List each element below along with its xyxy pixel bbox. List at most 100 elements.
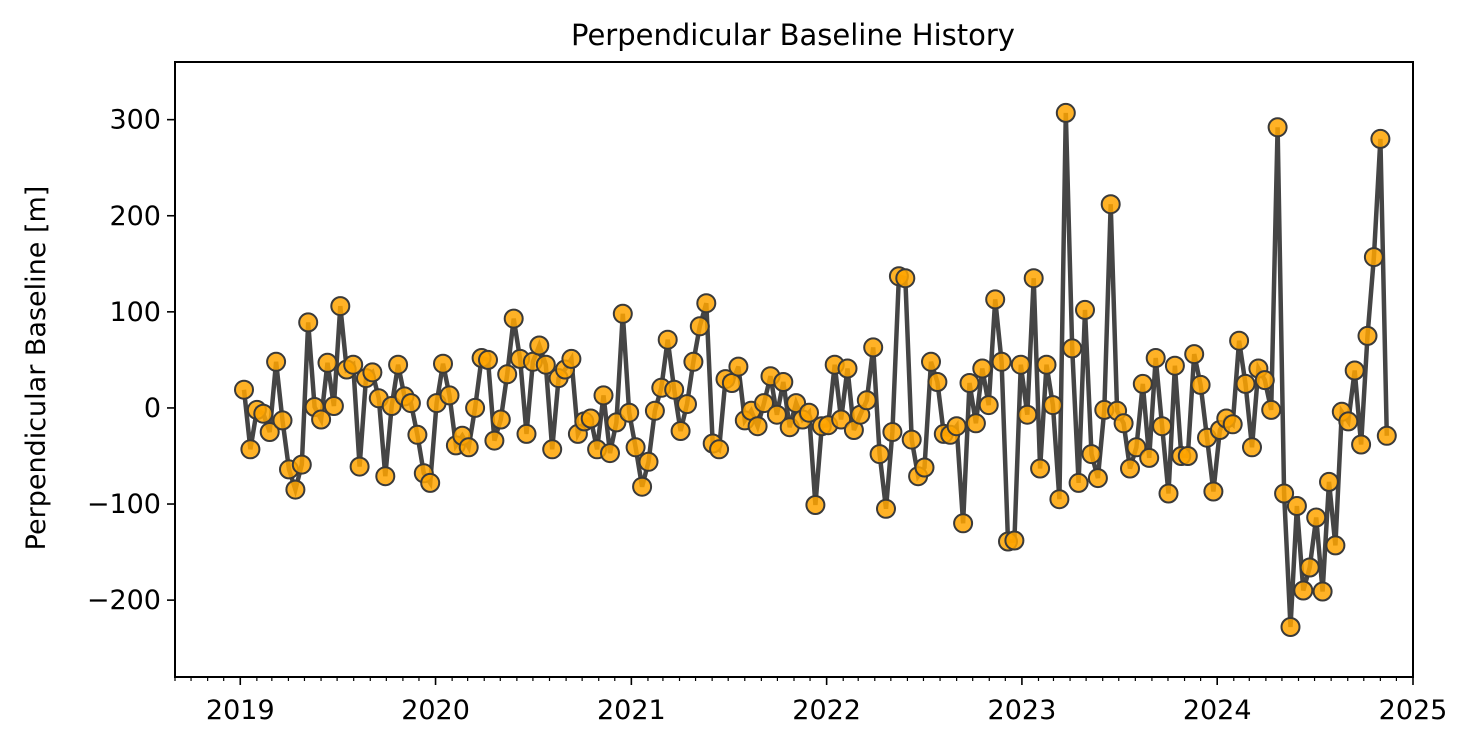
data-point (972, 358, 993, 379)
data-point (1075, 299, 1095, 320)
data-point (1306, 507, 1327, 528)
data-point (946, 416, 967, 437)
data-point (400, 393, 421, 414)
data-point (876, 498, 896, 519)
data-point (1100, 194, 1121, 215)
data-point (644, 400, 665, 421)
data-point (747, 416, 768, 437)
data-point (1357, 325, 1378, 346)
data-point (317, 352, 338, 373)
data-point (664, 379, 685, 400)
data-point (721, 373, 742, 393)
data-point (433, 353, 453, 374)
data-point (1023, 268, 1044, 289)
data-point (1036, 354, 1057, 375)
data-point (856, 390, 877, 411)
data-point (773, 372, 794, 392)
data-point (1081, 444, 1102, 465)
data-point (1184, 344, 1205, 365)
data-point (330, 296, 351, 317)
data-point (1113, 413, 1134, 434)
data-point (561, 348, 582, 369)
data-point (965, 413, 986, 434)
data-point (1203, 481, 1224, 502)
data-point (689, 316, 710, 337)
data-point (490, 409, 511, 430)
data-point (535, 354, 556, 375)
data-point (991, 351, 1012, 372)
data-point (600, 443, 620, 464)
data-point (831, 409, 852, 430)
x-tick-label: 2023 (988, 695, 1057, 726)
data-point (978, 395, 999, 416)
data-point (1222, 414, 1243, 435)
data-point (1126, 437, 1147, 458)
data-point (927, 372, 948, 392)
data-point (1087, 468, 1108, 489)
data-point (901, 429, 922, 450)
series-line (241, 112, 1390, 628)
x-tick-label: 2021 (597, 695, 666, 726)
data-point (619, 402, 640, 423)
data-point (766, 404, 787, 425)
data-point (959, 373, 980, 393)
data-point (259, 422, 280, 442)
chart-title: Perpendicular Baseline History (571, 18, 1015, 52)
data-point (1280, 617, 1301, 637)
data-point (799, 402, 819, 423)
data-point (869, 444, 890, 465)
data-point (272, 410, 293, 431)
data-point (837, 358, 858, 379)
data-point (1158, 483, 1179, 504)
data-point (285, 479, 306, 500)
data-point (1139, 447, 1160, 468)
data-point (1261, 399, 1282, 420)
data-point (407, 424, 428, 445)
data-point (1068, 472, 1089, 493)
data-point (1229, 330, 1250, 351)
data-point (362, 362, 383, 383)
y-tick-label: 100 (109, 297, 161, 328)
data-point (895, 268, 916, 289)
data-point (484, 430, 505, 451)
data-point (985, 289, 1006, 310)
data-point (298, 312, 319, 333)
data-point (632, 476, 653, 497)
data-point (1164, 355, 1185, 376)
data-point (1274, 483, 1295, 504)
y-tick-label: 0 (144, 393, 161, 424)
data-point (1235, 373, 1256, 394)
data-point (657, 329, 678, 350)
data-point (291, 454, 312, 475)
data-point (343, 354, 364, 375)
data-point (1042, 395, 1063, 416)
data-point (1325, 535, 1346, 556)
data-point (625, 437, 646, 458)
data-point (375, 466, 396, 487)
data-point (253, 403, 274, 424)
axis-layer: −200 −100 0 100 200 300 2019 2020 2021 2022 2023 20… (87, 105, 1448, 726)
y-tick-label: 300 (109, 105, 161, 136)
data-point (1055, 102, 1076, 123)
data-point (1017, 404, 1038, 425)
data-point (709, 439, 730, 460)
data-point (1363, 247, 1384, 268)
data-point (503, 308, 524, 329)
data-point (349, 456, 370, 477)
data-point (529, 335, 550, 356)
x-tick-label: 2025 (1379, 695, 1448, 726)
data-point (1344, 360, 1365, 381)
x-tick-label: 2024 (1183, 695, 1252, 726)
data-point (914, 457, 935, 478)
data-point (1120, 458, 1140, 479)
data-point (1267, 117, 1288, 138)
data-point (580, 408, 601, 429)
data-point (1338, 411, 1359, 432)
y-tick-label: −100 (87, 489, 161, 520)
data-point (1145, 348, 1166, 368)
data-point (478, 349, 498, 370)
data-point (754, 393, 774, 414)
data-point (863, 337, 884, 358)
y-axis-label: Perpendicular Baseline [m] (21, 186, 52, 551)
